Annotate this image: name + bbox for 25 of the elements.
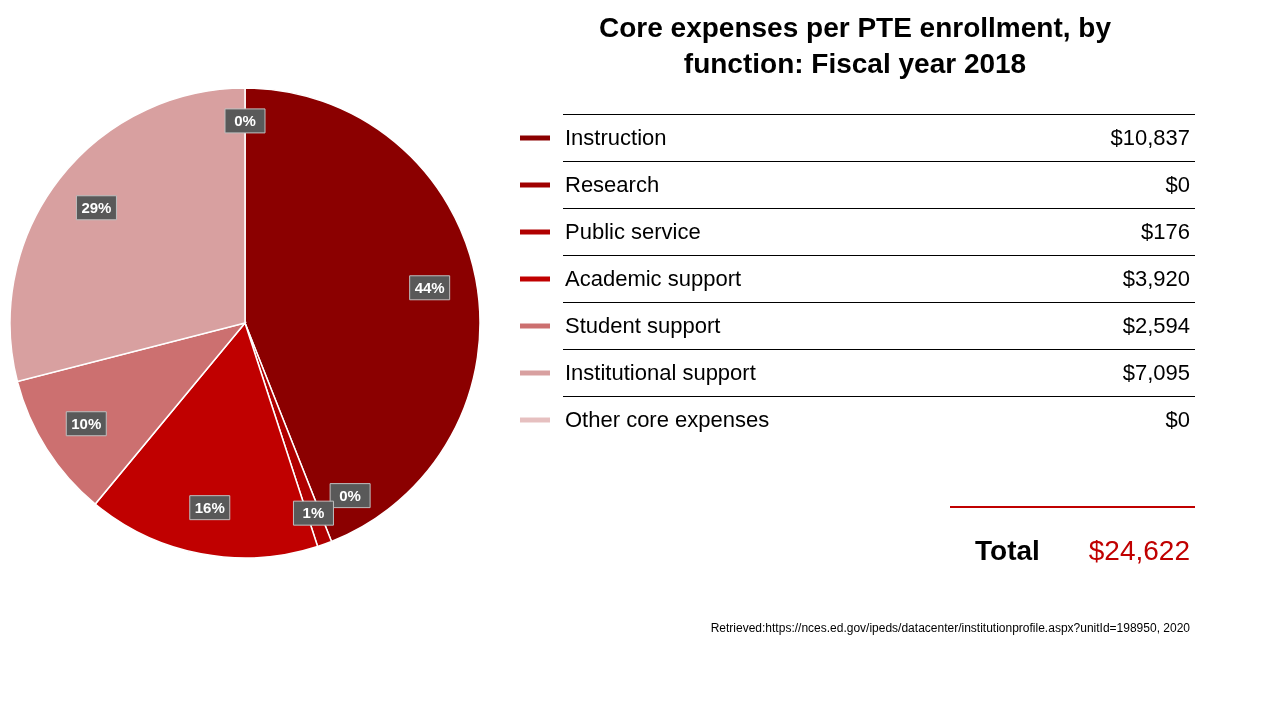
legend-label: Academic support — [565, 266, 742, 291]
legend-label: Instruction — [565, 125, 667, 150]
data-label: 16% — [194, 498, 225, 516]
text: $0 — [1165, 172, 1190, 197]
data-label: 10% — [71, 414, 102, 432]
text: 0% — [339, 486, 361, 504]
data-label: 44% — [414, 278, 445, 296]
text: $176 — [1141, 219, 1190, 244]
data-label: 1% — [302, 504, 325, 522]
text: Retrieved:https://nces.ed.gov/ipeds/datacenter/institutionprofile.aspx?unitId=198950, 2020 — [710, 621, 1191, 635]
text: $0 — [1165, 407, 1190, 432]
text: 0% — [234, 111, 256, 129]
text: $24,622 — [1088, 535, 1190, 566]
text: $3,920 — [1122, 266, 1190, 291]
legend-label: Research — [565, 172, 660, 197]
text: $7,095 — [1122, 360, 1190, 385]
text: Total — [975, 535, 1040, 566]
text: $10,837 — [1110, 125, 1190, 150]
text: Core expenses per PTE enrollment, by function: Fiscal year 2018 — [599, 12, 1112, 79]
legend-label: Institutional support — [565, 360, 756, 385]
text: $2,594 — [1122, 313, 1190, 338]
data-label: 29% — [81, 198, 112, 216]
legend-label: Public service — [565, 219, 701, 244]
legend-label: Other core expenses — [565, 407, 770, 432]
legend-label: Student support — [565, 313, 721, 338]
